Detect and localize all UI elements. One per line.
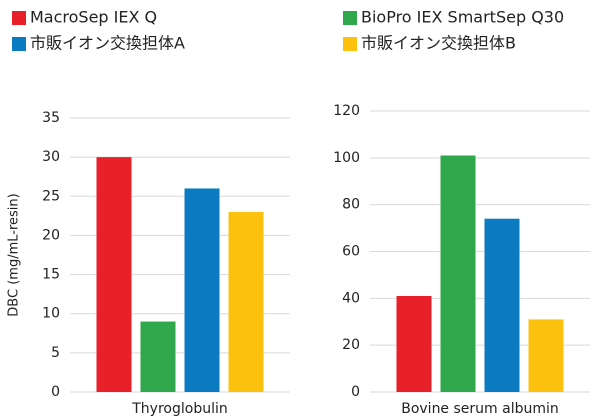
x-tick-label: Bovine serum albumin bbox=[401, 401, 559, 417]
legend-label: 市販イオン交換担体A bbox=[30, 34, 185, 53]
y-tick-label: 120 bbox=[333, 103, 360, 119]
bar bbox=[228, 211, 264, 392]
y-tick-label: 100 bbox=[333, 150, 360, 166]
bar bbox=[528, 319, 564, 392]
legend-swatch bbox=[343, 11, 357, 25]
y-axis-label: DBC (mg/mL-resin) bbox=[7, 193, 22, 316]
y-tick-label: 5 bbox=[51, 345, 60, 361]
y-tick-label: 60 bbox=[342, 244, 360, 260]
y-tick-label: 30 bbox=[42, 149, 60, 165]
y-tick-label: 20 bbox=[342, 337, 360, 353]
bar bbox=[440, 155, 476, 392]
bar bbox=[96, 157, 132, 392]
y-tick-label: 0 bbox=[351, 384, 360, 400]
legend-label: 市販イオン交換担体B bbox=[361, 34, 516, 53]
bar bbox=[184, 188, 220, 392]
y-tick-label: 25 bbox=[42, 188, 60, 204]
legend-label: MacroSep IEX Q bbox=[30, 8, 157, 27]
x-tick-label: Thyroglobulin bbox=[131, 401, 227, 417]
y-tick-label: 35 bbox=[42, 110, 60, 126]
bar bbox=[396, 295, 432, 392]
y-tick-label: 15 bbox=[42, 267, 60, 283]
bar bbox=[140, 321, 176, 392]
legend-swatch bbox=[343, 37, 357, 51]
legend-label: BioPro IEX SmartSep Q30 bbox=[361, 8, 564, 27]
bar bbox=[484, 218, 520, 392]
y-tick-label: 40 bbox=[342, 290, 360, 306]
legend-swatch bbox=[12, 11, 26, 25]
y-tick-label: 20 bbox=[42, 227, 60, 243]
y-tick-label: 10 bbox=[42, 306, 60, 322]
y-tick-label: 80 bbox=[342, 197, 360, 213]
legend-swatch bbox=[12, 37, 26, 51]
y-tick-label: 0 bbox=[51, 384, 60, 400]
